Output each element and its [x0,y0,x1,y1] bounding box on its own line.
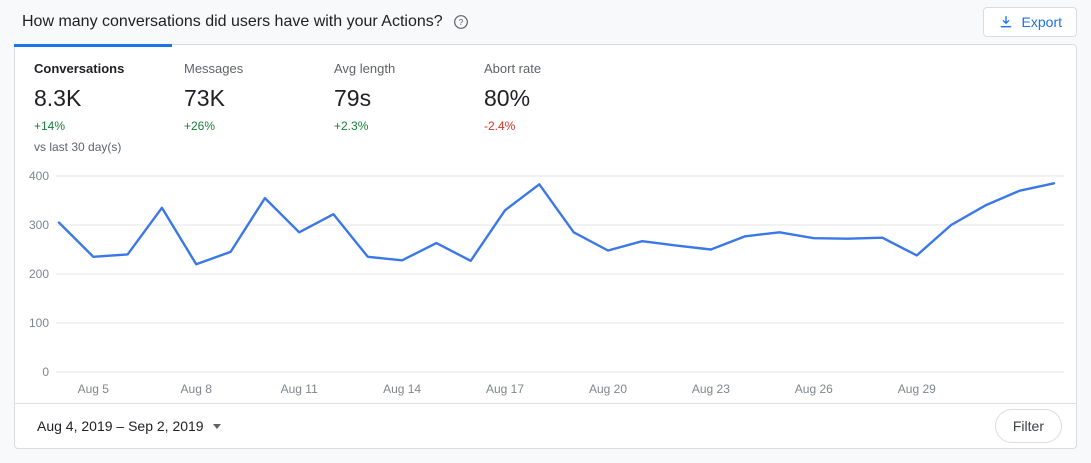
date-range-selector[interactable]: Aug 4, 2019 – Sep 2, 2019 [37,418,221,434]
metric-value: 73K [184,85,225,111]
export-button[interactable]: Export [982,7,1077,37]
card-footer: Aug 4, 2019 – Sep 2, 2019 Filter [15,403,1076,448]
page-title: How many conversations did users have wi… [22,13,443,30]
line-chart[interactable]: 0 100 200 300 400 Aug 5 Aug 8 Aug 11 Aug 14 Aug 1… [15,160,1076,402]
y-axis-tick-label: 400 [29,169,49,183]
x-axis-tick-label: Aug 5 [78,382,110,396]
y-axis-tick-label: 0 [42,365,49,379]
export-label: Export [1021,14,1062,30]
x-axis-tick-label: Aug 8 [181,382,213,396]
svg-text:?: ? [458,17,463,27]
chart-line [57,182,1056,266]
metric-comparison-note: vs last 30 day(s) [34,140,122,154]
x-axis-tick-label: Aug 14 [383,382,421,396]
metrics-row: Conversations 8.3K +14% vs last 30 day(s… [15,45,1076,154]
chart-area: 0 100 200 300 400 Aug 5 Aug 8 Aug 11 Aug 14 Aug 1… [15,160,1076,402]
metric-label: Avg length [334,61,396,76]
chevron-down-icon [212,423,221,429]
date-range-label: Aug 4, 2019 – Sep 2, 2019 [37,418,204,434]
analytics-card: Conversations 8.3K +14% vs last 30 day(s… [14,44,1077,449]
active-tab-indicator [14,44,172,47]
filter-button[interactable]: Filter [994,409,1062,443]
y-axis-tick-label: 300 [29,218,49,232]
metric-delta: +26% [184,119,216,133]
metric-value: 80% [484,85,531,111]
help-icon[interactable]: ? [453,14,469,30]
download-icon [998,14,1014,30]
metric-label: Conversations [34,61,125,76]
x-axis-tick-label: Aug 20 [589,382,627,396]
x-axis-tick-label: Aug 17 [486,382,524,396]
metric-delta: +2.3% [334,119,369,133]
tab-conversations[interactable]: Conversations 8.3K +14% vs last 30 day(s… [34,61,184,154]
metric-value: 79s [334,85,372,111]
y-axis-tick-label: 100 [29,316,49,330]
x-axis-tick-label: Aug 11 [281,382,318,396]
page-header: How many conversations did users have wi… [0,0,1091,44]
title-wrap: How many conversations did users have wi… [22,13,469,31]
tab-avg-length[interactable]: Avg length 79s +2.3% [334,61,484,154]
tab-messages[interactable]: Messages 73K +26% [184,61,334,154]
tab-abort-rate[interactable]: Abort rate 80% -2.4% [484,61,634,154]
x-axis-tick-label: Aug 26 [795,382,833,396]
metric-value: 8.3K [34,85,82,111]
x-axis-tick-label: Aug 23 [692,382,730,396]
y-axis-tick-label: 200 [29,267,49,281]
x-axis-tick-label: Aug 29 [898,382,936,396]
metric-delta: -2.4% [484,119,516,133]
metric-delta: +14% [34,119,66,133]
metric-label: Abort rate [484,61,542,76]
metric-label: Messages [184,61,244,76]
